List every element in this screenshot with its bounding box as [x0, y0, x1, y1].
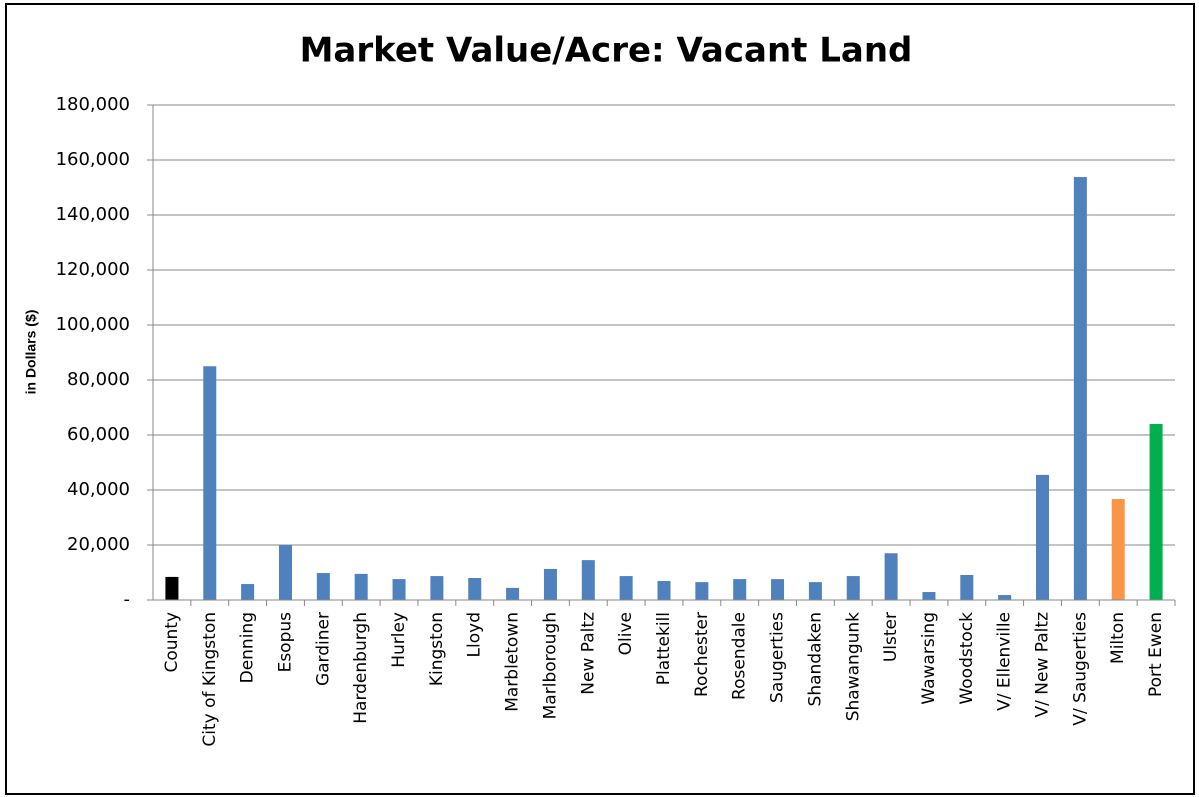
bar [392, 579, 406, 600]
bar [165, 576, 179, 600]
bar [808, 582, 822, 600]
x-tick-label: Marbletown [503, 612, 523, 712]
bar [278, 545, 292, 600]
x-tick-label: Marlborough [540, 612, 560, 719]
x-tick-label: Hurley [389, 612, 409, 668]
bar [543, 568, 557, 600]
x-tick-label: V/ Ellenville [995, 612, 1015, 711]
y-tick-label: 100,000 [56, 314, 130, 335]
y-tick-label: 40,000 [67, 479, 130, 500]
y-tick-label: 160,000 [56, 149, 130, 170]
x-tick-label: Shandaken [805, 612, 825, 706]
x-tick-label: Gardiner [313, 612, 333, 686]
x-tick-label: Denning [238, 612, 258, 683]
y-tick-label: 80,000 [67, 369, 130, 390]
bar [657, 581, 671, 600]
x-tick-label: Kingston [427, 612, 447, 686]
bar [1073, 177, 1087, 601]
bar [468, 578, 482, 600]
bar [430, 576, 444, 600]
x-tick-label: City of Kingston [200, 612, 220, 747]
x-tick-label: Woodstock [957, 612, 977, 705]
bar [884, 553, 898, 600]
x-tick-label: Ulster [881, 612, 901, 662]
x-tick-label: Olive [616, 612, 636, 655]
x-tick-label: Rochester [692, 612, 712, 697]
x-tick-label: County [162, 612, 182, 673]
y-tick-label: 60,000 [67, 424, 130, 445]
x-tick-label: Hardenburgh [351, 612, 371, 724]
chart-title: Market Value/Acre: Vacant Land [300, 31, 913, 71]
bar [695, 582, 709, 600]
bar [203, 366, 217, 600]
x-tick-label: New Paltz [578, 612, 598, 695]
bar [1149, 424, 1163, 600]
bar [1111, 499, 1125, 600]
bar [771, 579, 785, 600]
bar [619, 576, 633, 600]
x-tick-label: Port Ewen [1146, 612, 1166, 697]
bar [506, 587, 520, 600]
y-tick-label: 20,000 [67, 534, 130, 555]
bar [354, 573, 368, 600]
x-tick-label: V/ Saugerties [1070, 612, 1090, 726]
x-tick-label: Saugerties [768, 612, 788, 703]
chart-frame [5, 3, 1195, 795]
bar [581, 560, 595, 600]
bar [846, 576, 860, 600]
x-tick-label: Milton [1108, 612, 1128, 664]
bar [1036, 474, 1050, 600]
bar [922, 592, 936, 600]
y-tick-label: - [124, 589, 131, 610]
x-tick-label: Plattekill [654, 612, 674, 685]
x-tick-label: Wawarsing [919, 612, 939, 705]
y-tick-label: 120,000 [56, 259, 130, 280]
y-tick-label: 140,000 [56, 204, 130, 225]
x-tick-label: Lloyd [465, 612, 485, 657]
y-axis-label: in Dollars ($) [23, 310, 39, 395]
bar [998, 595, 1012, 600]
x-tick-label: V/ New Paltz [1033, 612, 1053, 718]
x-tick-label: Rosendale [730, 612, 750, 700]
bar [316, 573, 330, 600]
bar [960, 574, 974, 600]
bar [733, 579, 747, 600]
bar [241, 584, 255, 600]
y-tick-label: 180,000 [56, 94, 130, 115]
x-tick-label: Esopus [275, 612, 295, 673]
x-tick-label: Shawangunk [843, 612, 863, 721]
